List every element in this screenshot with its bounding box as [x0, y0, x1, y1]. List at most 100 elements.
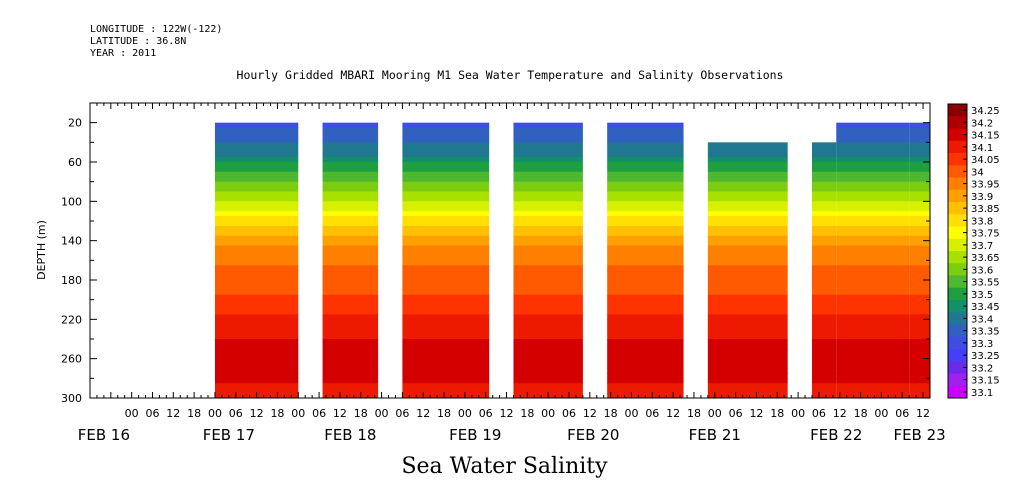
- heatmap-cell: [214, 225, 299, 232]
- heatmap-cell: [909, 152, 930, 158]
- x-hour-label: 18: [604, 407, 618, 420]
- heatmap-cell: [811, 230, 837, 237]
- heatmap-cell: [402, 255, 490, 261]
- heatmap-cell: [322, 171, 379, 178]
- heatmap-cell: [214, 186, 299, 192]
- x-hour-label: 06: [729, 407, 743, 420]
- heatmap-cell: [214, 260, 299, 266]
- heatmap-cell: [909, 127, 930, 133]
- heatmap-cell: [909, 314, 930, 320]
- heatmap-cell: [322, 142, 379, 148]
- heatmap-cell: [836, 339, 910, 345]
- heatmap-cell: [836, 225, 910, 232]
- heatmap-cell: [402, 240, 490, 247]
- heatmap-cell: [402, 132, 490, 138]
- x-hour-label: 00: [458, 407, 472, 420]
- heatmap-cell: [607, 368, 684, 374]
- heatmap-cell: [836, 358, 910, 365]
- heatmap-cell: [811, 157, 837, 163]
- heatmap-cell: [909, 388, 930, 394]
- heatmap-cell: [214, 299, 299, 306]
- colorbar-frame: [947, 103, 968, 399]
- x-hour-label: 00: [291, 407, 305, 420]
- heatmap-cell: [909, 240, 930, 247]
- heatmap-cell: [513, 368, 583, 374]
- colorbar-label: 33.3: [971, 339, 993, 350]
- heatmap-cell: [402, 221, 490, 227]
- heatmap-cell: [909, 373, 930, 379]
- heatmap-cell: [402, 260, 490, 266]
- heatmap-cell: [836, 137, 910, 143]
- heatmap-cell: [607, 166, 684, 173]
- y-tick-label: 220: [61, 313, 82, 326]
- heatmap-cell: [402, 289, 490, 296]
- heatmap-cell: [607, 127, 684, 133]
- heatmap-cell: [909, 181, 930, 188]
- heatmap-cell: [513, 373, 583, 379]
- heatmap-cell: [513, 284, 583, 291]
- heatmap-cell: [707, 147, 788, 153]
- heatmap-cell: [214, 240, 299, 247]
- heatmap-cell: [214, 358, 299, 365]
- heatmap-cell: [322, 250, 379, 256]
- x-hour-label: 18: [270, 407, 284, 420]
- colorbar-label: 33.85: [971, 204, 1000, 215]
- heatmap-cell: [322, 348, 379, 355]
- heatmap-cell: [607, 358, 684, 365]
- heatmap-cell: [836, 378, 910, 384]
- heatmap-cell: [607, 373, 684, 379]
- heatmap-cell: [836, 275, 910, 281]
- heatmap-cell: [214, 230, 299, 237]
- heatmap-cell: [607, 275, 684, 281]
- heatmap-cell: [402, 363, 490, 369]
- heatmap-cell: [707, 240, 788, 247]
- heatmap-cell: [811, 221, 837, 227]
- heatmap-cell: [513, 176, 583, 183]
- heatmap-cell: [909, 171, 930, 178]
- heatmap-cell: [836, 186, 910, 192]
- heatmap-cell: [402, 284, 490, 291]
- heatmap-cell: [811, 378, 837, 384]
- colorbar-label: 33.15: [971, 376, 1000, 387]
- heatmap-cell: [402, 383, 490, 389]
- heatmap-cell: [322, 353, 379, 360]
- heatmap-cell: [811, 147, 837, 153]
- heatmap-cell: [836, 176, 910, 183]
- heatmap-cell: [214, 245, 299, 251]
- x-hour-label: 18: [854, 407, 868, 420]
- heatmap-cell: [607, 265, 684, 271]
- heatmap-cell: [322, 363, 379, 369]
- heatmap-cell: [811, 343, 837, 350]
- colorbar-swatch: [948, 116, 967, 129]
- heatmap-cell: [513, 343, 583, 350]
- heatmap-cell: [402, 294, 490, 301]
- heatmap-cell: [322, 235, 379, 242]
- x-hour-label: 12: [916, 407, 930, 420]
- heatmap-cell: [322, 127, 379, 133]
- heatmap-cell: [607, 196, 684, 202]
- heatmap-cell: [322, 162, 379, 168]
- heatmap-cell: [909, 250, 930, 256]
- colorbar-label: 34.05: [971, 155, 1000, 166]
- heatmap-cell: [513, 122, 583, 129]
- heatmap-cell: [322, 240, 379, 247]
- colorbar-label: 33.65: [971, 253, 1000, 264]
- x-hour-label: 00: [791, 407, 805, 420]
- heatmap-cell: [513, 221, 583, 227]
- x-hour-label: 06: [312, 407, 326, 420]
- heatmap-cell: [836, 122, 910, 129]
- heatmap-cell: [607, 270, 684, 276]
- colorbar-swatch: [948, 153, 967, 166]
- heatmap-cell: [836, 211, 910, 217]
- heatmap-cell: [811, 216, 837, 222]
- x-hour-label: 12: [166, 407, 180, 420]
- colorbar-label: 34.15: [971, 131, 1000, 142]
- heatmap-cell: [836, 162, 910, 168]
- colorbar-swatch: [948, 251, 967, 264]
- heatmap-cell: [607, 245, 684, 251]
- heatmap-cell: [707, 162, 788, 168]
- heatmap-cell: [707, 191, 788, 197]
- y-tick-label: 180: [61, 274, 82, 287]
- x-hour-label: 06: [145, 407, 159, 420]
